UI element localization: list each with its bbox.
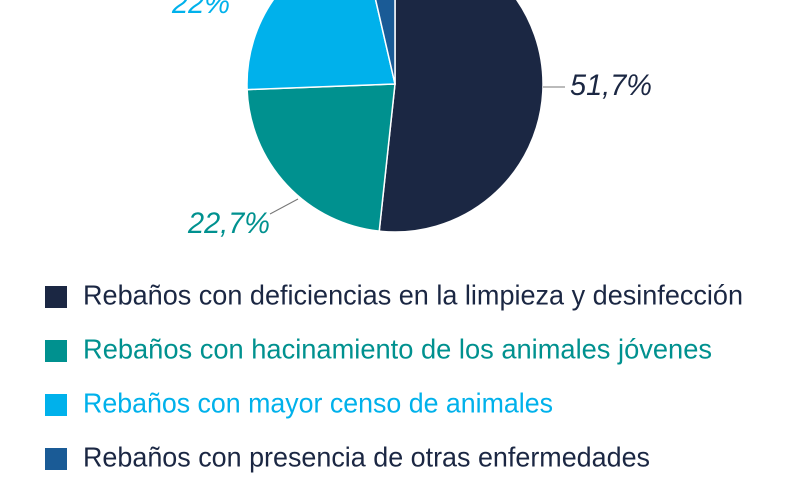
legend-label: Rebaños con hacinamiento de los animales… (83, 333, 712, 364)
legend-label: Rebaños con mayor censo de animales (83, 387, 553, 418)
legend-swatch (45, 394, 67, 416)
value-label: 51,7% (570, 69, 652, 102)
legend-swatch (45, 448, 67, 470)
value-label: 22,7% (187, 207, 270, 240)
value-label: 22% (171, 0, 230, 20)
legend-label: Rebaños con deficiencias en la limpieza … (83, 279, 743, 310)
legend-swatch (45, 286, 67, 308)
pie-slice (378, 0, 544, 233)
pie-slice (374, 0, 396, 85)
legend-swatch (45, 340, 67, 362)
leader-line (269, 198, 299, 215)
legend-label: Rebaños con presencia de otras enfermeda… (83, 441, 650, 472)
pie-slice (246, 0, 396, 91)
pie-slice (246, 83, 396, 232)
